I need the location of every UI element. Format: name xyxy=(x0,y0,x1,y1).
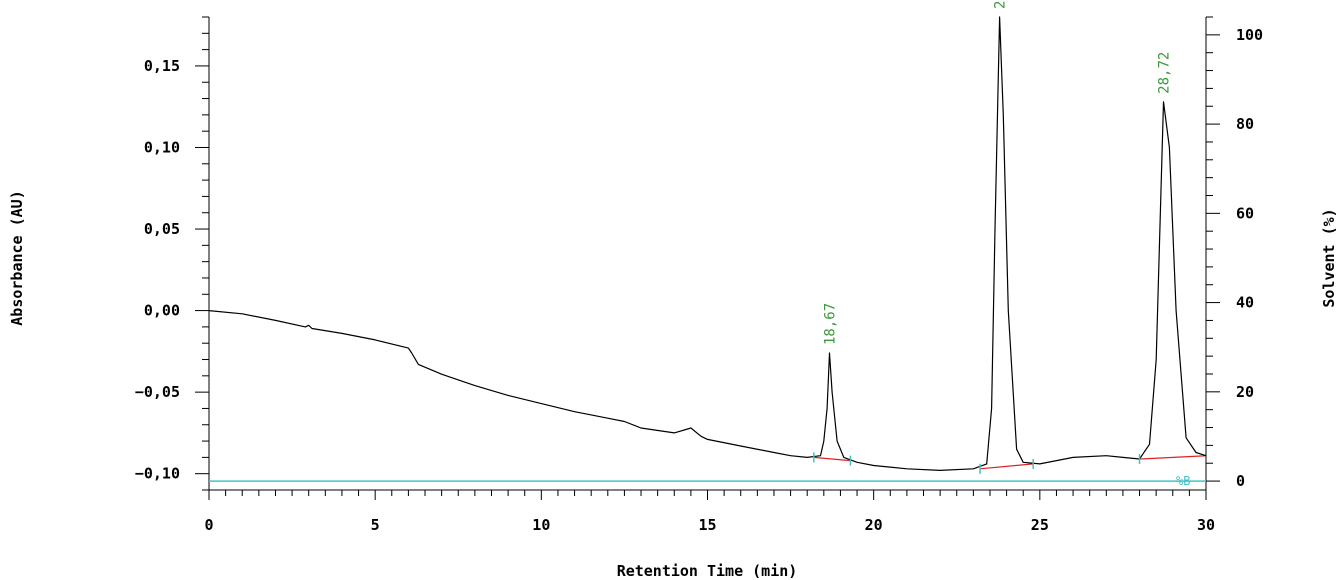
baseline-layer xyxy=(813,455,1207,470)
y-tick-label: 0,15 xyxy=(144,57,180,75)
peak-label: 28,72 xyxy=(1156,52,1172,94)
x-tick-label: 25 xyxy=(1031,516,1049,534)
y-tick-label: 0,05 xyxy=(144,220,180,238)
y2-tick-label: 20 xyxy=(1236,383,1254,401)
x-tick-label: 10 xyxy=(532,516,550,534)
y2-tick-label: 40 xyxy=(1236,294,1254,312)
x-tick-label: 5 xyxy=(371,516,380,534)
y-axis-ticks: −0,10 −0,05 0,00 0,05 0,10 0,15 xyxy=(135,16,209,491)
trace-layer xyxy=(208,16,1207,471)
peak-label: 18,67 xyxy=(822,303,838,345)
peak-mark-layer xyxy=(813,452,1141,474)
x-tick-label: 0 xyxy=(204,516,213,534)
x-tick-label: 20 xyxy=(865,516,883,534)
peak-baseline xyxy=(1139,455,1207,460)
x-axis-ticks: 0 5 10 15 20 25 30 xyxy=(204,490,1215,534)
y2-axis-ticks: 0 20 40 60 80 100 xyxy=(1206,16,1263,490)
absorbance-trace xyxy=(208,16,1207,471)
y2-axis-title: Solvent (%) xyxy=(1320,208,1338,307)
y-tick-label: −0,05 xyxy=(135,383,180,401)
x-tick-label: 15 xyxy=(698,516,716,534)
peak-label-layer: 18,67 23,79 28,72 xyxy=(822,0,1172,345)
x-axis-title: Retention Time (min) xyxy=(617,562,798,580)
y-tick-label: 0,00 xyxy=(144,302,180,320)
y2-tick-label: 60 xyxy=(1236,204,1254,222)
solvent-series-label: %B xyxy=(1176,474,1190,488)
y-tick-label: 0,10 xyxy=(144,138,180,156)
peak-label: 23,79 xyxy=(993,0,1009,9)
peak-baseline xyxy=(979,463,1034,470)
y2-tick-label: 80 xyxy=(1236,115,1254,133)
y-tick-label: −0,10 xyxy=(135,465,180,483)
y2-tick-label: 100 xyxy=(1236,26,1263,44)
x-tick-label: 30 xyxy=(1197,516,1215,534)
y2-tick-label: 0 xyxy=(1236,472,1245,490)
y-axis-title: Absorbance (AU) xyxy=(8,190,26,325)
peak-baseline xyxy=(813,456,851,462)
plot-frame xyxy=(208,17,1207,491)
